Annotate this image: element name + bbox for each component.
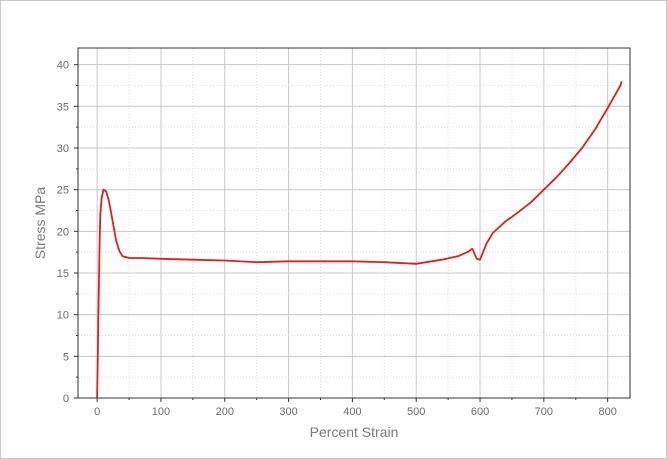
y-axis-title: Stress MPa [32,187,48,260]
x-tick-label: 500 [407,406,425,418]
x-axis-title: Percent Strain [310,424,399,440]
x-tick-label: 400 [343,406,361,418]
y-tick-label: 0 [63,393,69,405]
y-tick-label: 30 [57,143,69,155]
series-line [96,81,623,399]
x-tick-label: 100 [152,406,170,418]
x-tick-label: 200 [216,406,234,418]
plot-area [77,47,631,399]
y-tick-label: 10 [57,310,69,322]
x-tick-label: 600 [471,406,489,418]
y-tick-label: 20 [57,226,69,238]
y-tick-label: 5 [63,351,69,363]
x-tick-label: 0 [94,406,100,418]
grid [78,48,630,399]
y-tick-label: 15 [57,268,69,280]
y-tick-label: 25 [57,185,69,197]
tick-labels: 0 100 200 300 400 500 600 700 800 0 5 10 15 20 25 30 35 4… [57,60,617,418]
x-tick-label: 300 [279,406,297,418]
y-tick-label: 40 [57,60,69,72]
axis-ticks [74,64,609,402]
x-tick-label: 700 [535,406,553,418]
y-tick-label: 35 [57,101,69,113]
x-tick-label: 800 [598,406,616,418]
